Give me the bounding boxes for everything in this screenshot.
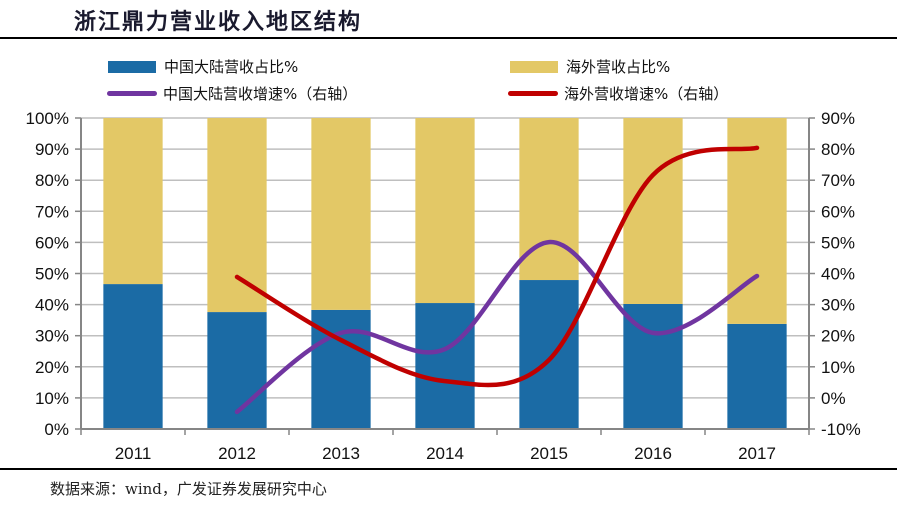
- source-note: 数据来源：wind，广发证券发展研究中心: [50, 480, 327, 498]
- bar-overseas-share: [623, 118, 683, 304]
- x-tick-label: 2011: [115, 444, 152, 463]
- legend-label: 海外营收增速%（右轴）: [564, 85, 729, 103]
- y-tick-label: 60%: [35, 233, 69, 252]
- legend-swatch-mainland-share: [108, 60, 156, 73]
- bar-overseas-share: [415, 118, 475, 304]
- bar-mainland-share: [103, 284, 163, 429]
- x-tick-label: 2012: [218, 444, 256, 463]
- bar-mainland-share: [415, 303, 475, 429]
- y2-tick-label: 60%: [821, 202, 855, 221]
- legend-mainland-share: 中国大陆营收占比%: [108, 56, 298, 77]
- bar-mainland-share: [519, 280, 579, 429]
- y-tick-label: 80%: [35, 171, 69, 190]
- y-tick-label: 70%: [35, 202, 69, 221]
- y-tick-label: 90%: [35, 140, 69, 159]
- x-tick-label: 2014: [426, 444, 464, 463]
- legend-overseas-growth: 海外营收增速%（右轴）: [508, 83, 728, 104]
- y-tick-label: 0%: [44, 420, 69, 439]
- y-tick-label: 30%: [35, 327, 69, 346]
- y2-tick-label: 50%: [821, 233, 855, 252]
- legend-label: 中国大陆营收占比%: [164, 58, 299, 76]
- y2-tick-label: 80%: [821, 140, 855, 159]
- x-tick-label: 2017: [738, 444, 776, 463]
- y-tick-label: 100%: [26, 109, 69, 128]
- lines: [234, 145, 760, 415]
- legend-swatch-overseas-growth: [508, 91, 558, 96]
- bar-overseas-share: [207, 118, 267, 313]
- bottom-divider: [0, 468, 897, 470]
- bar-overseas-share: [103, 118, 163, 285]
- x-tick-label: 2013: [322, 444, 360, 463]
- y-tick-label: 40%: [35, 296, 69, 315]
- y2-tick-label: 70%: [821, 171, 855, 190]
- axes: 0% 10% 20% 30% 40% 50% 60% 70% 80% 90% 100% -10% 0% 1…: [26, 109, 861, 463]
- y2-tick-label: 30%: [821, 296, 855, 315]
- legend-swatch-mainland-growth: [107, 91, 157, 96]
- y2-tick-label: 10%: [821, 358, 855, 377]
- x-tick-label: 2015: [530, 444, 568, 463]
- top-divider: [0, 37, 897, 39]
- bar-mainland-share: [727, 323, 787, 429]
- y2-tick-label: 40%: [821, 265, 855, 284]
- legend-mainland-growth: 中国大陆营收增速%（右轴）: [107, 83, 357, 104]
- bar-overseas-share: [311, 118, 371, 310]
- y2-tick-label: -10%: [821, 420, 861, 439]
- chart-title: 浙江鼎力营业收入地区结构: [74, 9, 363, 35]
- y-tick-label: 10%: [35, 389, 69, 408]
- y-tick-label: 50%: [35, 265, 69, 284]
- legend-label: 海外营收占比%: [566, 58, 671, 76]
- y2-tick-label: 90%: [821, 109, 855, 128]
- y2-tick-label: 0%: [821, 389, 846, 408]
- legend-overseas-share: 海外营收占比%: [510, 56, 670, 77]
- line-overseas-growth: [234, 145, 760, 388]
- y-tick-label: 20%: [35, 358, 69, 377]
- x-tick-label: 2016: [634, 444, 672, 463]
- chart-area: 0% 10% 20% 30% 40% 50% 60% 70% 80% 90% 100% -10% 0% 1…: [26, 109, 861, 463]
- legend-label: 中国大陆营收增速%（右轴）: [163, 85, 358, 103]
- y2-tick-label: 20%: [821, 327, 855, 346]
- legend-swatch-overseas-share: [510, 60, 558, 73]
- bars: [103, 118, 787, 429]
